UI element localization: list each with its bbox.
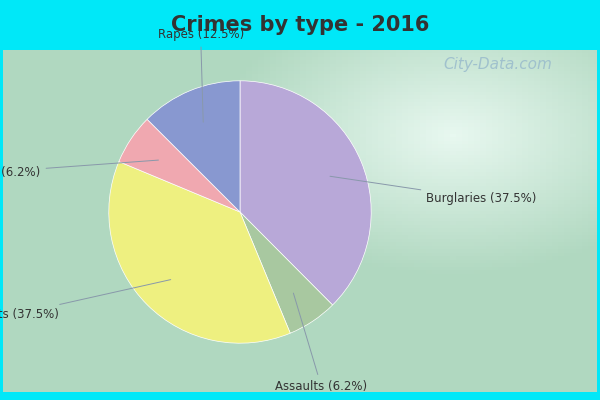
Bar [597, 50, 600, 400]
Bar [0, 392, 600, 400]
Text: Rapes (12.5%): Rapes (12.5%) [158, 28, 244, 122]
Text: Burglaries (37.5%): Burglaries (37.5%) [330, 176, 536, 205]
Text: Thefts (37.5%): Thefts (37.5%) [0, 280, 171, 321]
Wedge shape [240, 212, 332, 333]
Wedge shape [119, 119, 240, 212]
Text: City-Data.com: City-Data.com [443, 56, 553, 72]
Text: Assaults (6.2%): Assaults (6.2%) [275, 293, 367, 393]
Bar [0, 50, 3, 400]
Wedge shape [109, 162, 290, 343]
Text: Crimes by type - 2016: Crimes by type - 2016 [171, 15, 429, 35]
Wedge shape [240, 81, 371, 305]
Bar [0, 0, 600, 50]
Text: Auto thefts (6.2%): Auto thefts (6.2%) [0, 160, 158, 179]
Wedge shape [147, 81, 240, 212]
